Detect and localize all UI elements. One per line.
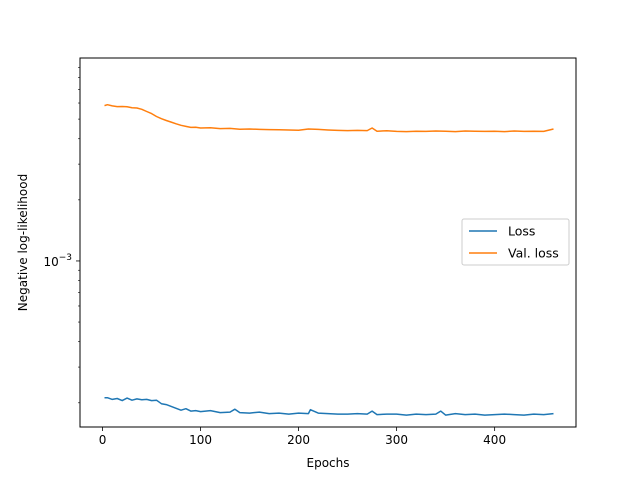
legend: Loss Val. loss — [461, 218, 570, 266]
x-tick-label: 200 — [287, 433, 310, 447]
y-tick-label: 10−3 — [43, 253, 72, 269]
legend-label-loss: Loss — [508, 224, 535, 239]
x-tick-label: 100 — [189, 433, 212, 447]
x-axis: 0 100 200 300 400 — [99, 427, 506, 447]
plot-frame — [79, 57, 577, 428]
x-tick-label: 300 — [385, 433, 408, 447]
x-tick-label: 0 — [99, 433, 107, 447]
series-line-val-loss — [104, 103, 554, 133]
series-line-loss — [104, 396, 554, 416]
x-axis-label: Epochs — [307, 456, 350, 470]
series-layer — [104, 103, 554, 416]
legend-label-val-loss: Val. loss — [508, 246, 559, 261]
y-axis: 10−3 — [43, 66, 80, 404]
x-tick-label: 400 — [483, 433, 506, 447]
y-axis-label: Negative log-likelihood — [16, 174, 30, 311]
